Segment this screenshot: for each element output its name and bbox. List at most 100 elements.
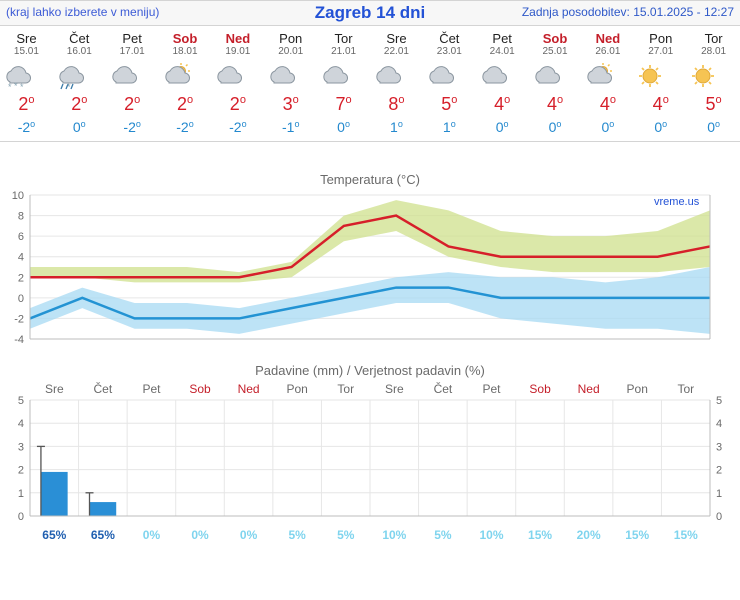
weather-icon [211,62,264,92]
temperature-chart: -4-20246810vreme.us [0,189,740,349]
day-date: 25.01 [529,46,582,58]
day-name: Pet [106,32,159,46]
precip-percent: 10% [467,528,516,542]
temp-high: 4o [581,94,634,115]
weather-icon [529,62,582,92]
svg-text:2: 2 [18,272,24,284]
precip-day-label: Tor [662,382,711,396]
svg-text:4: 4 [18,418,24,430]
svg-text:0: 0 [716,511,722,523]
precip-percent-row: 65%65%0%0%0%5%5%10%5%10%15%20%15%15% [30,526,710,542]
day-name: Ned [581,32,634,46]
forecast-day: Pet17.01 2o -2o [106,30,159,141]
temp-low: 0o [317,119,370,135]
weather-icon [106,62,159,92]
svg-text:0: 0 [18,293,24,305]
svg-text:1: 1 [18,488,24,500]
precip-day-label: Ned [224,382,273,396]
day-name: Čet [53,32,106,46]
header-bar: (kraj lahko izberete v meniju) Zagreb 14… [0,0,740,26]
day-date: 21.01 [317,46,370,58]
weather-icon [159,62,212,92]
forecast-day: Sre22.018o1o [370,30,423,141]
svg-text:6: 6 [18,231,24,243]
precip-percent: 10% [370,528,419,542]
temp-high: 2o [159,94,212,115]
last-update: Zadnja posodobitev: 15.01.2025 - 12:27 [522,5,734,19]
temp-high: 7o [317,94,370,115]
day-name: Tor [687,32,740,46]
forecast-strip: Sre15.01***2o-2oČet16.01*2o0oPet17.012o-… [0,26,740,142]
day-name: Čet [423,32,476,46]
forecast-day: Sob18.01 2o -2o [159,30,212,141]
precip-chart: 001122334455 [0,396,740,526]
day-name: Pon [264,32,317,46]
forecast-day: Pet24.014o0o [476,30,529,141]
day-name: Sob [159,32,212,46]
forecast-day: Ned26.014o0o [581,30,634,141]
day-date: 18.01 [159,46,212,58]
svg-text:0: 0 [18,511,24,523]
weather-icon [370,62,423,92]
temp-low: -2o [211,119,264,135]
day-date: 27.01 [634,46,687,58]
temp-high: 2o [53,94,106,115]
precip-percent: 65% [79,528,128,542]
forecast-day: Sob25.014o0o [529,30,582,141]
svg-text:5: 5 [716,396,722,407]
precip-percent: 15% [516,528,565,542]
precip-day-labels: SreČetPetSobNedPonTorSreČetPetSobNedPonT… [30,380,710,396]
temperature-panel: Temperatura (°C) -4-20246810vreme.us [0,172,740,349]
day-name: Sre [0,32,53,46]
temp-high: 4o [529,94,582,115]
precip-percent: 15% [662,528,711,542]
day-date: 17.01 [106,46,159,58]
temp-low: -2o [0,119,53,135]
weather-icon [423,62,476,92]
day-date: 22.01 [370,46,423,58]
svg-text:8: 8 [18,211,24,223]
temp-high: 5o [687,94,740,115]
temp-low: 0o [687,119,740,135]
forecast-day: Pon20.013o-1o [264,30,317,141]
temp-low: 1o [423,119,476,135]
svg-text:*: * [67,82,71,92]
day-name: Tor [317,32,370,46]
svg-text:4: 4 [18,252,24,264]
precip-percent: 0% [127,528,176,542]
day-date: 15.01 [0,46,53,58]
temp-low: 1o [370,119,423,135]
weather-icon [476,62,529,92]
day-name: Sob [529,32,582,46]
forecast-day: Čet23.015o1o [423,30,476,141]
precip-day-label: Sre [30,382,79,396]
brand-label: vreme.us [654,196,700,208]
precip-percent: 5% [273,528,322,542]
day-date: 26.01 [581,46,634,58]
precip-day-label: Ned [564,382,613,396]
precip-percent: 0% [176,528,225,542]
temp-low: -2o [159,119,212,135]
day-date: 23.01 [423,46,476,58]
precip-percent: 20% [564,528,613,542]
day-name: Ned [211,32,264,46]
temp-low: -2o [106,119,159,135]
precip-day-label: Sre [370,382,419,396]
day-name: Sre [370,32,423,46]
precip-day-label: Pet [467,382,516,396]
temp-high: 2o [0,94,53,115]
precip-percent: 65% [30,528,79,542]
svg-text:5: 5 [18,396,24,407]
forecast-day: Ned19.012o-2o [211,30,264,141]
weather-icon: * [53,62,106,92]
temp-high: 4o [476,94,529,115]
svg-text:*: * [20,82,24,92]
temp-high: 2o [106,94,159,115]
forecast-day: Tor21.01 7o 0o [317,30,370,141]
day-date: 16.01 [53,46,106,58]
weather-icon: *** [0,62,53,92]
temp-high: 3o [264,94,317,115]
svg-text:-2: -2 [14,313,24,325]
precip-panel: Padavine (mm) / Verjetnost padavin (%) S… [0,363,740,542]
weather-icon [264,62,317,92]
